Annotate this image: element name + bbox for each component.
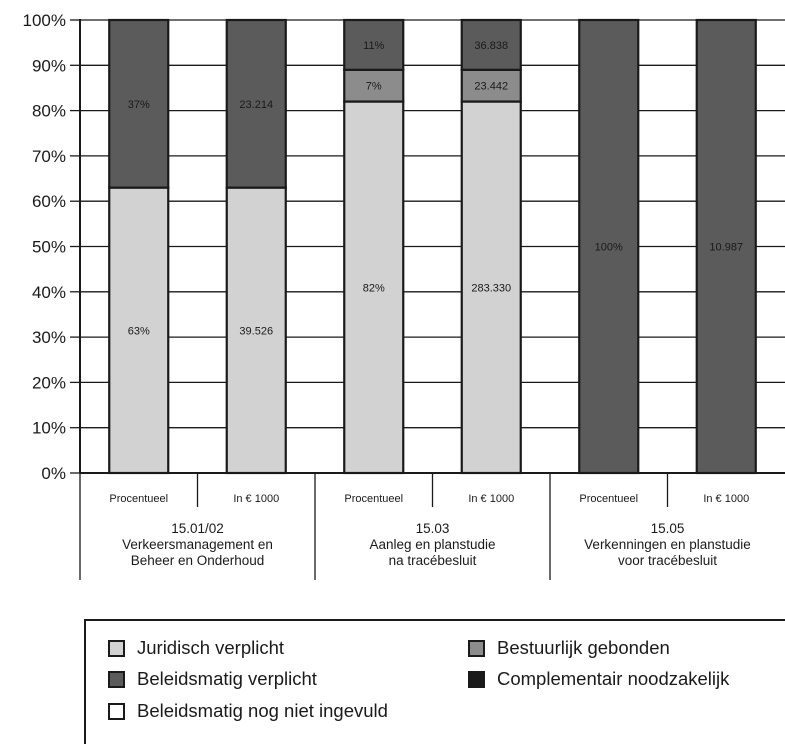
x-sub-label: Procentueel — [579, 493, 638, 505]
legend-label: Beleidsmatig nog niet ingevuld — [137, 700, 388, 721]
bar-value-label: 39.526 — [239, 325, 273, 337]
axes — [70, 19, 785, 580]
y-tick-label: 0% — [41, 464, 66, 483]
legend-swatch — [108, 639, 125, 657]
x-group-label: Aanleg en planstudie — [369, 537, 495, 552]
y-axis-tick-labels: 0% 10% 20% 30% 40% 50% 60% 70% 80% 90% 100% — [23, 11, 66, 483]
bar-value-label: 23.214 — [239, 99, 273, 111]
bar-value-label: 36.838 — [474, 40, 508, 52]
bar-series: 63% 37% 39.526 23.214 82% 7% 11% 283.330 23.442 3… — [108, 18, 757, 475]
y-tick-label: 50% — [32, 238, 66, 257]
x-group-label: 15.01/02 — [171, 521, 224, 536]
x-axis-category-labels: Procentueel In € 1000 15.01/02Verkeersmana… — [109, 493, 750, 568]
bar-value-label: 23.442 — [474, 81, 508, 93]
legend-label: Juridisch verplicht — [137, 637, 285, 658]
bar: 39.526 23.214 — [225, 18, 287, 475]
y-tick-label: 80% — [32, 102, 66, 121]
bar: 82% 7% 11% — [343, 18, 405, 475]
bar-value-label: 82% — [363, 282, 385, 294]
bar-segment — [343, 18, 405, 71]
bar-segment — [343, 68, 405, 103]
legend-item-juridisch-verplicht: Juridisch verplicht — [108, 637, 284, 659]
stacked-bar-chart: 63% 37% 39.526 23.214 82% 7% 11% 283.330 23.442 3… — [23, 11, 785, 580]
bar-segment — [578, 18, 640, 475]
x-group-label: na tracébesluit — [389, 553, 477, 568]
x-group-label: voor tracébesluit — [618, 553, 717, 568]
bar-value-label: 7% — [366, 81, 382, 93]
y-tick-label: 40% — [32, 283, 66, 302]
x-group-label: Verkeersmanagement en — [122, 537, 273, 552]
y-tick-label: 100% — [23, 11, 66, 30]
bar-segment — [695, 18, 757, 475]
legend-swatch — [108, 702, 125, 720]
bar-segment — [460, 18, 522, 71]
bar: 100% — [578, 18, 640, 475]
x-sub-label: Procentueel — [344, 493, 403, 505]
bar: 283.330 23.442 36.838 — [460, 18, 522, 475]
y-tick-label: 10% — [32, 419, 66, 438]
bar-value-label: 11% — [363, 40, 384, 52]
bar-value-label: 37% — [128, 99, 150, 111]
bar-value-label: 63% — [128, 325, 150, 337]
legend-label: Complementair noodzakelijk — [497, 668, 730, 689]
x-sub-label: In € 1000 — [703, 493, 749, 505]
bar-value-label: 100% — [595, 242, 623, 254]
legend-swatch — [468, 639, 485, 657]
x-sub-label: In € 1000 — [468, 493, 514, 505]
y-tick-label: 90% — [32, 56, 66, 75]
legend-label: Beleidsmatig verplicht — [137, 668, 317, 689]
y-tick-label: 20% — [32, 373, 66, 392]
y-tick-label: 60% — [32, 192, 66, 211]
x-group-label: 15.03 — [416, 521, 450, 536]
bar-segment — [108, 18, 170, 189]
x-sub-label: In € 1000 — [233, 493, 279, 505]
legend-swatch — [108, 670, 125, 688]
legend-item-complementair-noodzakelijk: Complementair noodzakelijk — [468, 668, 729, 690]
legend-item-bestuurlijk-gebonden: Bestuurlijk gebonden — [468, 637, 670, 659]
legend-item-beleidsmatig-verplicht: Beleidsmatig verplicht — [108, 668, 317, 690]
legend: Juridisch verplicht Bestuurlijk gebonden… — [84, 619, 785, 744]
x-group-label: Beheer en Onderhoud — [131, 553, 265, 568]
x-group-label: Verkenningen en planstudie — [584, 537, 751, 552]
bar-value-label: 10.987 — [709, 242, 743, 254]
legend-label: Bestuurlijk gebonden — [497, 637, 670, 658]
x-group-label: 15.05 — [651, 521, 685, 536]
bar-segment — [460, 68, 522, 103]
legend-swatch — [468, 670, 485, 688]
y-tick-label: 30% — [32, 328, 66, 347]
gridlines — [80, 19, 785, 429]
bar-value-label: 283.330 — [471, 282, 511, 294]
x-sub-label: Procentueel — [109, 493, 168, 505]
bar: 10.987 — [695, 18, 757, 475]
legend-item-beleidsmatig-nog-niet-ingevuld: Beleidsmatig nog niet ingevuld — [108, 700, 388, 722]
y-tick-label: 70% — [32, 147, 66, 166]
bar: 63% 37% — [108, 18, 170, 475]
bar-segment — [225, 18, 287, 189]
